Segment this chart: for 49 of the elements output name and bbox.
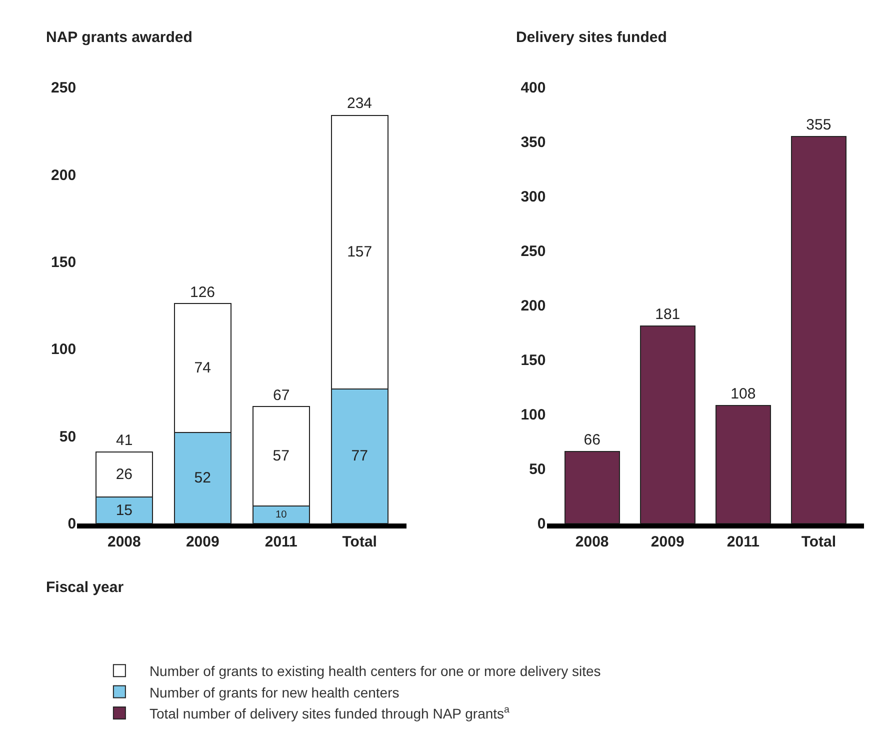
y-tick-label: 100 <box>520 406 546 424</box>
x-tick-label: 2008 <box>107 533 141 550</box>
y-tick-label: 250 <box>520 243 546 260</box>
total-label: 126 <box>190 284 216 301</box>
total-label: 67 <box>273 387 290 404</box>
data-label: 15 <box>116 502 133 519</box>
data-label: 52 <box>194 470 211 487</box>
total-label: 41 <box>116 432 133 449</box>
legend-label: Number of grants for new health centers <box>149 684 400 700</box>
y-tick-label: 0 <box>537 516 546 533</box>
y-tick-label: 150 <box>51 254 76 272</box>
bar <box>640 326 696 524</box>
y-tick-label: 100 <box>51 341 76 358</box>
legend-label: Number of grants to existing health centers for one or more delivery sites <box>149 663 601 680</box>
y-tick-label: 350 <box>520 134 546 152</box>
x-tick-label: 2008 <box>575 533 609 550</box>
y-tick-label: 200 <box>51 166 76 184</box>
y-tick-label: 400 <box>520 80 546 97</box>
data-label: 157 <box>347 244 372 261</box>
data-label: 181 <box>655 306 680 324</box>
y-tick-label: 0 <box>68 516 76 533</box>
data-label: 355 <box>806 116 832 134</box>
data-label: 10 <box>276 510 288 521</box>
chart-title: Delivery sites funded <box>516 29 667 46</box>
x-tick-label: Total <box>801 533 836 550</box>
bar <box>715 405 771 524</box>
y-tick-label: 50 <box>59 428 76 446</box>
y-tick-label: 250 <box>51 80 76 97</box>
y-tick-label: 300 <box>520 188 546 206</box>
bar <box>790 136 846 524</box>
data-label: 108 <box>730 386 756 403</box>
y-tick-label: 50 <box>529 461 546 478</box>
data-label: 57 <box>272 448 290 465</box>
total-label: 234 <box>347 95 372 112</box>
data-label: 74 <box>194 360 211 377</box>
x-tick-label: 2009 <box>650 533 684 550</box>
chart-title: NAP grants awarded <box>46 29 192 46</box>
bar <box>564 450 620 524</box>
data-label: 77 <box>351 448 368 465</box>
data-label: 66 <box>584 431 600 448</box>
y-tick-label: 200 <box>520 298 546 315</box>
text: Total number of delivery sites funded through NAP grants$^{a}$ <box>149 704 510 722</box>
x-axis-title: Fiscal year <box>46 579 124 596</box>
x-tick-label: 2011 <box>726 533 760 550</box>
x-tick-label: 2011 <box>264 533 298 550</box>
y-tick-label: 150 <box>520 352 546 370</box>
x-tick-label: 2009 <box>186 533 220 550</box>
data-label: 26 <box>116 466 133 484</box>
x-tick-label: Total <box>342 533 377 550</box>
